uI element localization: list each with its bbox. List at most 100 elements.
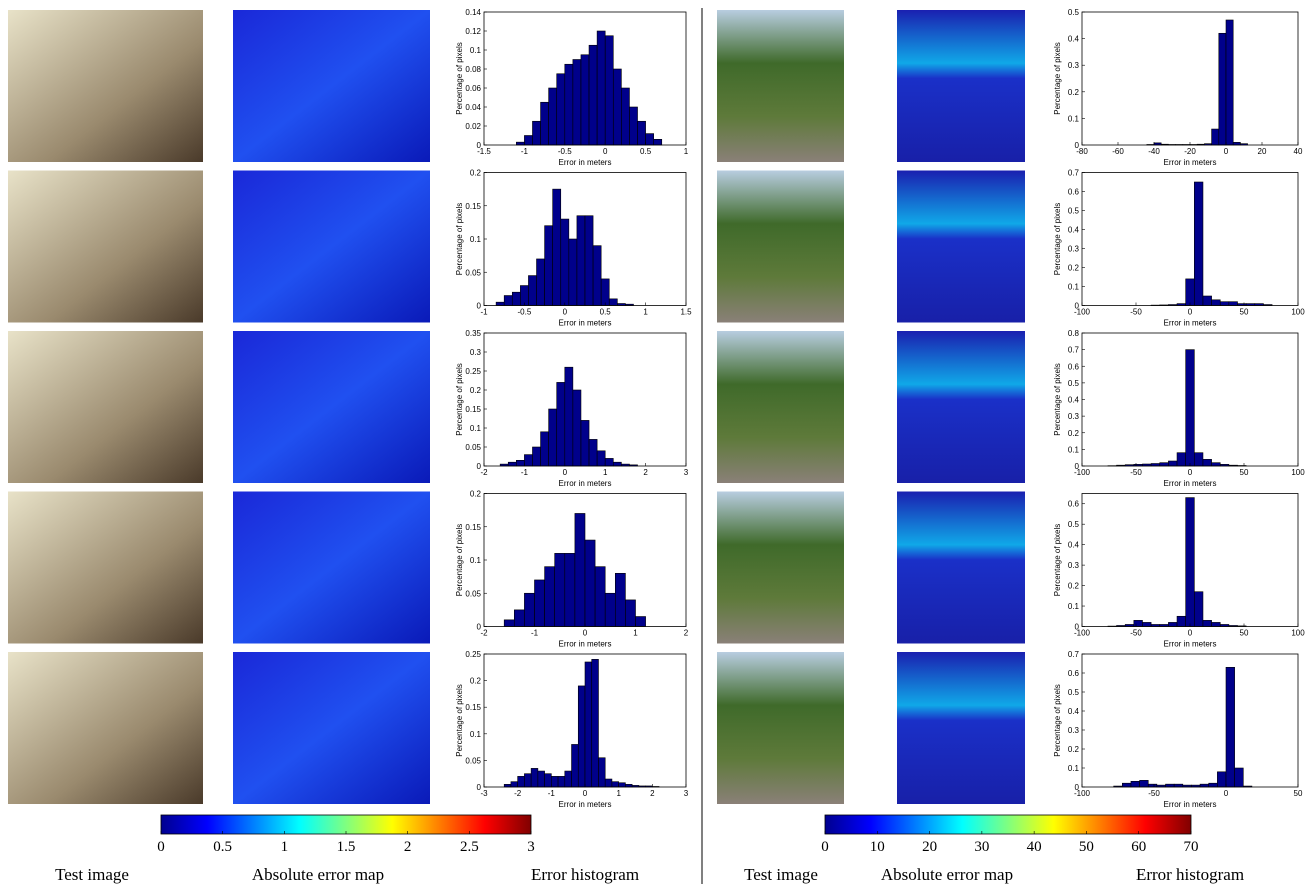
bar	[1176, 452, 1186, 467]
y-tick-label: 0.2	[470, 490, 482, 499]
y-tick-label: 0.1	[1068, 602, 1080, 611]
bar	[524, 773, 532, 788]
x-tick-label: -80	[1076, 147, 1088, 156]
y-tick-label: 0	[477, 302, 482, 311]
y-tick-label: 0.2	[470, 386, 482, 395]
x-tick-label: 0	[1188, 308, 1193, 317]
test-image	[8, 491, 203, 644]
y-axis-label: Percentage of pixels	[1053, 363, 1062, 436]
y-tick-label: 0.05	[465, 268, 481, 277]
axes-frame	[1081, 653, 1299, 788]
x-tick-label: -60	[1112, 147, 1124, 156]
x-tick-label: 2	[684, 629, 689, 638]
y-tick-label: 0.1	[470, 424, 482, 433]
bar	[554, 553, 566, 627]
x-tick-label: -40	[1148, 147, 1160, 156]
bar	[1194, 181, 1204, 306]
bar	[596, 450, 606, 467]
histogram-axes: -100 -50 0 50 0 0.1 0.2 0.3 0.4 0.5 0.6 0.7 Error in…	[1053, 650, 1303, 809]
bar	[591, 659, 599, 788]
y-axis-label: Percentage of pixels	[455, 684, 464, 757]
bar	[1234, 767, 1244, 788]
bar	[1202, 295, 1212, 306]
x-tick-label: 0	[603, 147, 608, 156]
bar	[580, 420, 590, 467]
y-tick-label: 0.05	[465, 756, 481, 765]
bar	[604, 458, 614, 467]
y-tick-label: 0.1	[1068, 764, 1080, 773]
y-axis-label: Percentage of pixels	[1053, 684, 1062, 757]
x-tick-label: -2	[480, 629, 488, 638]
x-tick-label: 0	[1188, 468, 1193, 477]
y-tick-label: 0.3	[1068, 726, 1080, 735]
colorbar-tick-label: 40	[1027, 839, 1042, 855]
y-tick-label: 0.25	[465, 650, 481, 659]
colorbar-tick-label: 0	[157, 839, 165, 855]
x-axis-label: Error in meters	[1164, 800, 1217, 809]
colorbar-tick-label: 30	[974, 839, 989, 855]
y-tick-label: 0	[1075, 141, 1080, 150]
y-tick-label: 0.3	[470, 348, 482, 357]
histogram-axes: -100 -50 0 50 100 0 0.1 0.2 0.3 0.4 0.5 0.6 Error in…	[1053, 493, 1305, 649]
x-tick-label: -1	[521, 147, 529, 156]
bar	[1202, 620, 1212, 627]
x-tick-label: -1	[480, 308, 488, 317]
bar	[625, 599, 636, 627]
bar	[551, 776, 559, 788]
y-tick-label: 0.7	[1068, 169, 1080, 178]
x-tick-label: -100	[1074, 629, 1091, 638]
bar	[600, 278, 610, 306]
histogram-axes: -80 -60 -40 -20 0 20 40 0 0.1 0.2 0.3 0.4 0.5 Error i…	[1053, 8, 1303, 167]
x-tick-label: 3	[684, 468, 689, 477]
bar	[568, 238, 578, 306]
error-map	[233, 652, 430, 804]
column-label: Test image	[55, 865, 129, 884]
x-tick-label: 1	[684, 147, 689, 156]
bar	[584, 539, 596, 627]
x-tick-label: 100	[1291, 308, 1305, 317]
y-tick-label: 0.35	[465, 329, 481, 338]
bar	[564, 63, 574, 146]
colorbar	[824, 814, 1192, 835]
x-axis-label: Error in meters	[1164, 319, 1217, 328]
histogram-axes: -1 -0.5 0 0.5 1 1.5 0 0.05 0.1 0.15 0.2 Error in me…	[455, 169, 692, 328]
error-map	[897, 331, 1025, 483]
y-tick-label: 0	[1075, 623, 1080, 632]
plot-area	[1082, 654, 1298, 787]
x-tick-label: 0	[583, 789, 588, 798]
bar	[513, 609, 525, 627]
y-tick-label: 0.2	[470, 169, 482, 178]
histogram-axes: -100 -50 0 50 100 0 0.1 0.2 0.3 0.4 0.5 0.6 0.7 0.8 Er…	[1053, 329, 1305, 488]
y-tick-label: 0.3	[1068, 561, 1080, 570]
bar	[1176, 615, 1186, 627]
bar	[637, 120, 646, 146]
y-tick-label: 0.14	[465, 8, 481, 17]
y-tick-label: 0.1	[1068, 445, 1080, 454]
x-tick-label: 50	[1240, 629, 1249, 638]
colorbar-tick-label: 3	[527, 839, 535, 855]
colorbar-tick-label: 60	[1131, 839, 1146, 855]
bar	[614, 572, 626, 627]
x-tick-label: 0	[583, 629, 588, 638]
column-label: Absolute error map	[252, 865, 384, 884]
y-tick-label: 0.06	[465, 84, 481, 93]
x-axis-label: Error in meters	[1164, 479, 1217, 488]
error-map	[897, 10, 1025, 162]
x-tick-label: -1	[548, 789, 556, 798]
bar	[1211, 622, 1221, 627]
test-image	[717, 331, 844, 483]
error-map	[233, 491, 430, 644]
y-axis-label: Percentage of pixels	[455, 363, 464, 436]
y-tick-label: 0	[477, 141, 482, 150]
error-map	[897, 491, 1025, 644]
bar	[577, 685, 586, 788]
bar	[612, 68, 622, 146]
bar	[1142, 622, 1152, 627]
bar	[540, 431, 549, 467]
bar	[604, 592, 616, 627]
y-tick-label: 0.5	[1068, 8, 1080, 17]
y-tick-label: 0	[477, 623, 482, 632]
x-axis-label: Error in meters	[1164, 640, 1217, 649]
x-tick-label: 0.5	[600, 308, 612, 317]
